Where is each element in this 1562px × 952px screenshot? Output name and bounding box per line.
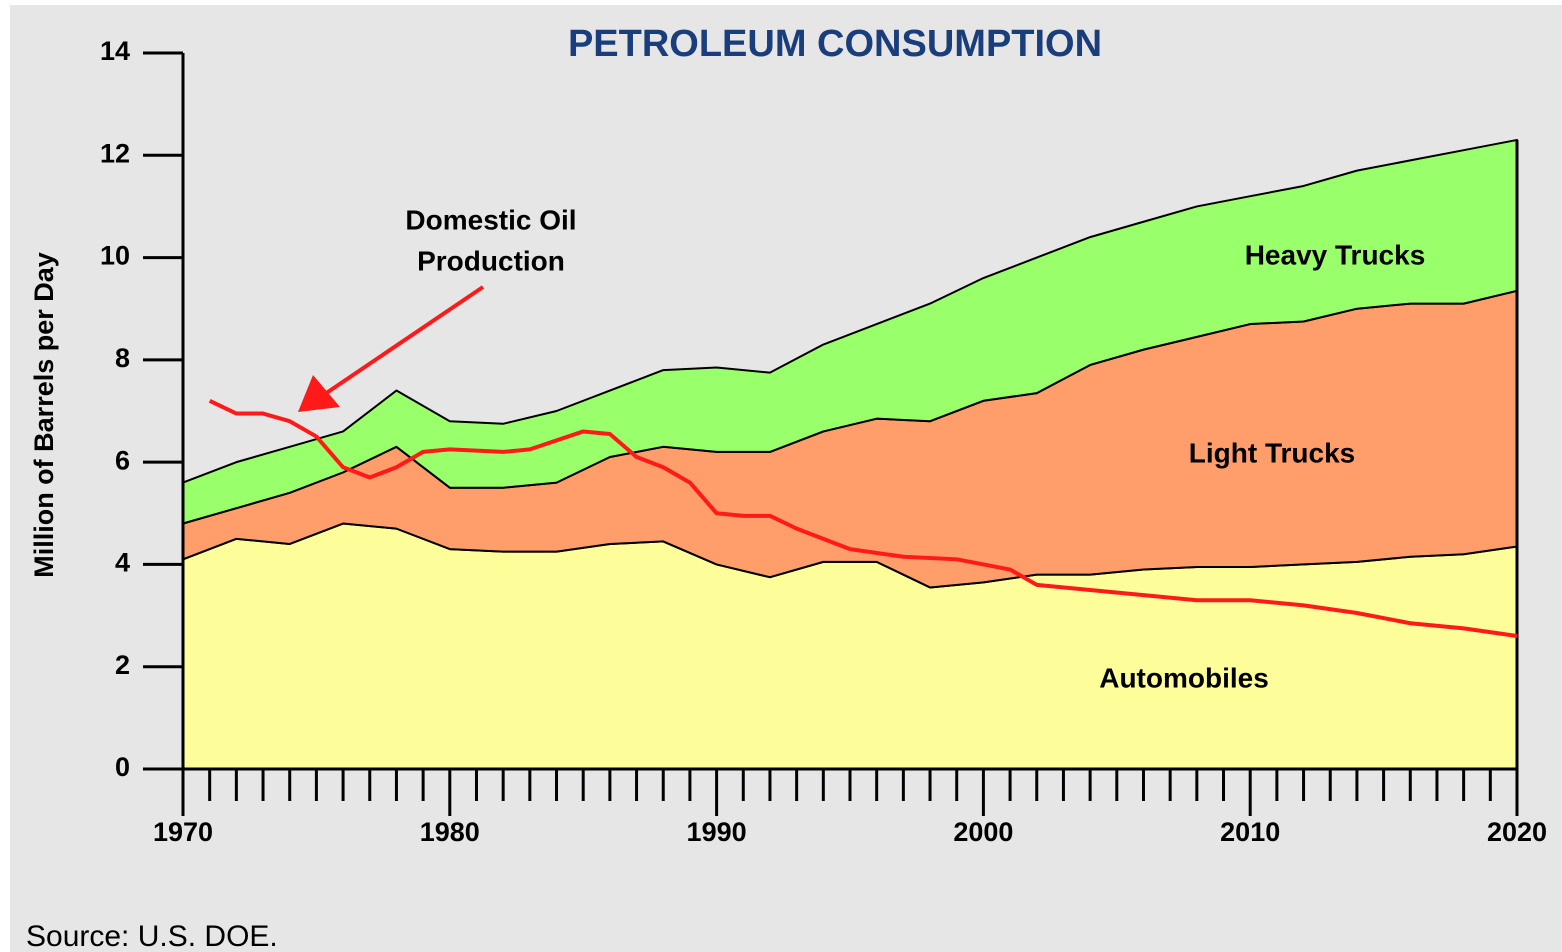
y-tick-label: 8 (115, 343, 130, 373)
annotation: Domestic Oil (405, 204, 576, 235)
y-tick-label: 2 (115, 650, 130, 680)
y-tick-label: 6 (115, 445, 130, 475)
x-tick-label: 2000 (953, 817, 1013, 847)
annotation-arrow (320, 285, 485, 398)
y-tick-label: 4 (115, 548, 130, 578)
series-label: Heavy Trucks (1245, 239, 1426, 270)
series-label: Automobiles (1099, 662, 1269, 693)
annotation-arrowhead (298, 375, 340, 412)
x-tick-label: 2020 (1487, 817, 1547, 847)
source-note: Source: U.S. DOE. (26, 920, 278, 952)
x-tick-label: 1990 (687, 817, 747, 847)
plot-area (182, 138, 1519, 770)
chart-title: PETROLEUM CONSUMPTION (568, 23, 1102, 65)
y-tick-label: 12 (100, 138, 130, 168)
series-label: Light Trucks (1189, 437, 1355, 468)
x-tick-label: 1970 (153, 817, 213, 847)
y-axis-label: Million of Barrels per Day (29, 252, 59, 578)
annotation: Production (417, 245, 565, 276)
y-tick-label: 10 (100, 241, 130, 271)
x-tick-label: 1980 (420, 817, 480, 847)
x-tick-label: 2010 (1220, 817, 1280, 847)
y-tick-label: 0 (115, 752, 130, 782)
line (208, 398, 1518, 639)
y-tick-label: 14 (100, 36, 130, 66)
